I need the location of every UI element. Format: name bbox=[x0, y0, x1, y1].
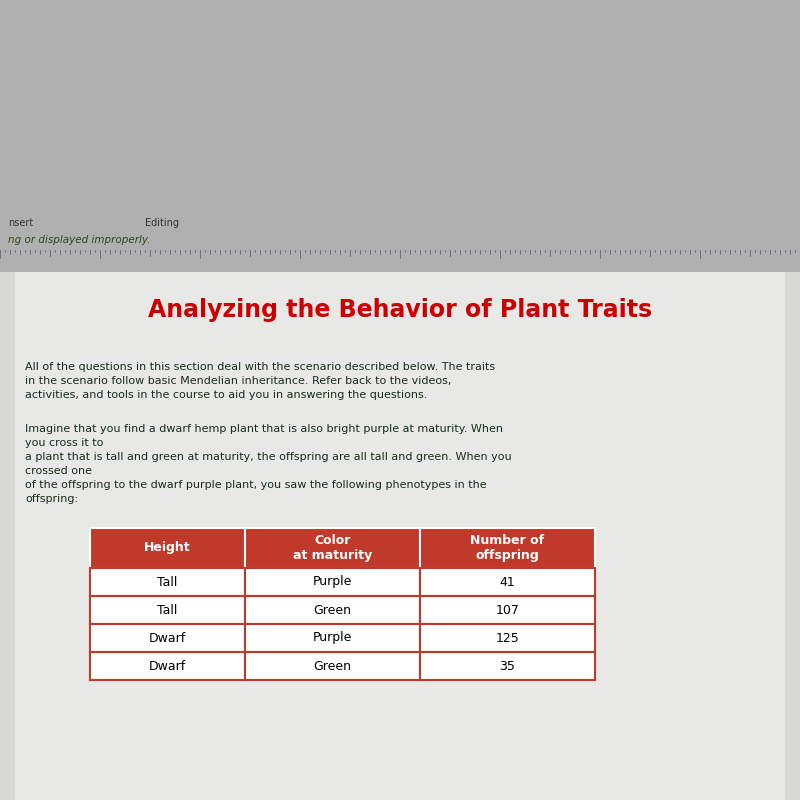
FancyBboxPatch shape bbox=[90, 652, 245, 680]
FancyBboxPatch shape bbox=[245, 596, 420, 624]
FancyBboxPatch shape bbox=[245, 528, 420, 568]
FancyBboxPatch shape bbox=[0, 272, 800, 800]
FancyBboxPatch shape bbox=[420, 528, 595, 568]
Text: Number of
offspring: Number of offspring bbox=[470, 534, 545, 562]
Text: activities, and tools in the course to aid you in answering the questions.: activities, and tools in the course to a… bbox=[25, 390, 427, 400]
FancyBboxPatch shape bbox=[420, 652, 595, 680]
Text: 35: 35 bbox=[499, 659, 515, 673]
Text: 107: 107 bbox=[495, 603, 519, 617]
Text: 125: 125 bbox=[496, 631, 519, 645]
FancyBboxPatch shape bbox=[15, 272, 785, 800]
Text: Editing: Editing bbox=[145, 218, 179, 227]
Text: Purple: Purple bbox=[313, 631, 352, 645]
Text: Height: Height bbox=[144, 542, 191, 554]
Text: Analyzing the Behavior of Plant Traits: Analyzing the Behavior of Plant Traits bbox=[148, 298, 652, 322]
Text: Dwarf: Dwarf bbox=[149, 659, 186, 673]
Text: Green: Green bbox=[314, 603, 351, 617]
FancyBboxPatch shape bbox=[90, 624, 245, 652]
FancyBboxPatch shape bbox=[245, 568, 420, 596]
Text: Tall: Tall bbox=[158, 603, 178, 617]
Text: ng or displayed improperly.: ng or displayed improperly. bbox=[8, 235, 150, 245]
FancyBboxPatch shape bbox=[420, 624, 595, 652]
Text: a plant that is tall and green at maturity, the offspring are all tall and green: a plant that is tall and green at maturi… bbox=[25, 452, 512, 462]
Text: Purple: Purple bbox=[313, 575, 352, 589]
Text: 41: 41 bbox=[500, 575, 515, 589]
Text: Tall: Tall bbox=[158, 575, 178, 589]
Text: offspring:: offspring: bbox=[25, 494, 78, 504]
FancyBboxPatch shape bbox=[90, 528, 245, 568]
FancyBboxPatch shape bbox=[90, 596, 245, 624]
Text: crossed one: crossed one bbox=[25, 466, 92, 476]
Text: All of the questions in this section deal with the scenario described below. The: All of the questions in this section dea… bbox=[25, 362, 495, 372]
FancyBboxPatch shape bbox=[245, 624, 420, 652]
Text: Color
at maturity: Color at maturity bbox=[293, 534, 372, 562]
Text: Imagine that you find a dwarf hemp plant that is also bright purple at maturity.: Imagine that you find a dwarf hemp plant… bbox=[25, 424, 503, 434]
FancyBboxPatch shape bbox=[420, 596, 595, 624]
Text: nsert: nsert bbox=[8, 218, 34, 227]
FancyBboxPatch shape bbox=[245, 652, 420, 680]
Text: of the offspring to the dwarf purple plant, you saw the following phenotypes in : of the offspring to the dwarf purple pla… bbox=[25, 480, 486, 490]
Text: Green: Green bbox=[314, 659, 351, 673]
Text: you cross it to: you cross it to bbox=[25, 438, 103, 448]
FancyBboxPatch shape bbox=[90, 568, 245, 596]
Text: in the scenario follow basic Mendelian inheritance. Refer back to the videos,: in the scenario follow basic Mendelian i… bbox=[25, 376, 451, 386]
Text: Dwarf: Dwarf bbox=[149, 631, 186, 645]
FancyBboxPatch shape bbox=[420, 568, 595, 596]
